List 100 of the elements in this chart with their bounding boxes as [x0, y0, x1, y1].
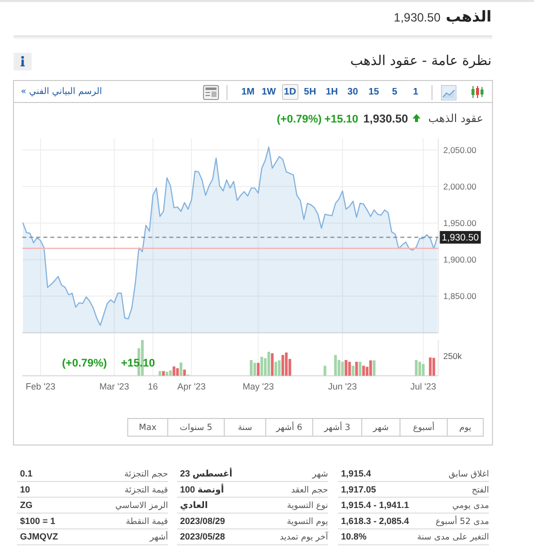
text: الرمز الاساسي [115, 501, 168, 512]
text: Max [138, 422, 156, 433]
text: يوم التسوية [286, 516, 329, 527]
text: التغير على مدى سنة [417, 532, 489, 543]
text: شهر [372, 422, 389, 433]
text: قيمة التجزئة [124, 485, 168, 496]
text: عقود الذهب [428, 112, 484, 125]
bar [334, 354, 337, 376]
bar [250, 360, 253, 376]
text: 1,618.3 - 2,085.4 [341, 516, 410, 526]
annotation: (+0.79%) [62, 358, 108, 370]
bar [274, 362, 278, 376]
x-tick-label: May '23 [242, 382, 274, 392]
bar [414, 360, 418, 376]
bar [281, 354, 284, 376]
bar [362, 366, 365, 376]
bar [183, 370, 186, 376]
text: مدى 52 أسبوع [436, 514, 489, 527]
text: 10.8% [341, 532, 367, 542]
text: 1 [412, 86, 419, 98]
bar [166, 372, 168, 376]
x-tick-label: Jul '23 [410, 382, 436, 392]
bar [180, 362, 182, 376]
text: 1,930.50 [363, 114, 408, 126]
y-tick-label: 2,050.00 [443, 144, 477, 155]
bar [352, 366, 354, 376]
text: أغسطس 23 [180, 468, 232, 480]
text: 1,917.05 [341, 484, 376, 494]
bar [324, 366, 326, 376]
text: 1M [241, 86, 255, 98]
bar [172, 366, 176, 376]
text: 5H [304, 86, 316, 98]
text: 1,930.50 [394, 10, 441, 24]
bar [355, 362, 358, 376]
bar [256, 362, 260, 376]
bar [284, 352, 288, 376]
text: سنة [238, 422, 252, 433]
text: آخر يوم تمديد [280, 532, 329, 543]
bar [369, 360, 372, 376]
text: 1H [326, 86, 338, 98]
text: (+0.79%) [276, 114, 322, 126]
x-tick-label: 16 [148, 382, 158, 392]
text: GJMQVZ [20, 532, 59, 542]
text: $100 = 1 [20, 516, 56, 526]
bar [432, 358, 436, 376]
text: شهر [311, 470, 328, 480]
text: 6 أشهر [275, 420, 302, 433]
bar [253, 362, 256, 376]
bar [158, 371, 162, 376]
bar [162, 371, 165, 376]
text: العادي [180, 500, 208, 512]
bar [348, 362, 351, 376]
text: 15 [368, 86, 380, 98]
y-tick-label: 2,000.00 [443, 182, 477, 192]
text: 2023/05/28 [180, 532, 226, 542]
text: 100 أونصة [180, 483, 224, 496]
text: 2023/08/29 [180, 516, 226, 526]
text: 0.1 [20, 468, 33, 478]
x-tick-label: Feb '23 [26, 382, 56, 392]
text: الفتح [472, 485, 489, 496]
y-tick-label: 1,950.00 [443, 218, 477, 228]
bar [344, 360, 348, 376]
text: 5 [392, 86, 398, 98]
text: أشهر [148, 530, 168, 543]
bar [278, 360, 281, 376]
x-tick-label: Jun '23 [328, 382, 357, 392]
bar [267, 352, 270, 376]
ref-line-label: 1,930.50 [442, 232, 479, 244]
text: +15.10 [324, 114, 358, 126]
text: حجم العقد [291, 485, 328, 496]
text: 1W [262, 86, 276, 98]
text: يوم [459, 422, 472, 433]
bar [372, 360, 376, 376]
bar [422, 364, 425, 376]
text: 1,915.4 - 1,941.1 [341, 500, 410, 510]
text: قيمة النقطة [126, 516, 168, 527]
annotation: +15.10 [121, 358, 155, 370]
text: اغلاق سابق [448, 470, 489, 480]
text: 1,915.4 [341, 468, 372, 478]
text: 30 [347, 86, 358, 98]
text: 10 [20, 484, 30, 494]
text: الرسم البياني الفني » [20, 87, 102, 97]
bar [260, 356, 264, 376]
bar [341, 362, 344, 376]
y-tick-label: 1,900.00 [443, 254, 477, 265]
x-tick-label: Mar '23 [99, 382, 130, 392]
text: الذهب [446, 8, 492, 26]
text: 250k [443, 350, 462, 361]
text: 3 أشهر [323, 420, 350, 433]
text: مدى يومي [452, 501, 489, 512]
text: 5 سنوات [180, 422, 212, 433]
text: حجم التجزئة [124, 470, 168, 480]
text: أسبوع [412, 420, 434, 433]
bar [176, 368, 179, 376]
bar [358, 362, 362, 376]
bar [169, 370, 172, 376]
x-tick-label: Apr '23 [177, 382, 206, 392]
bar [428, 357, 432, 376]
bar [270, 353, 274, 376]
text: نوع التسوية [287, 501, 328, 512]
